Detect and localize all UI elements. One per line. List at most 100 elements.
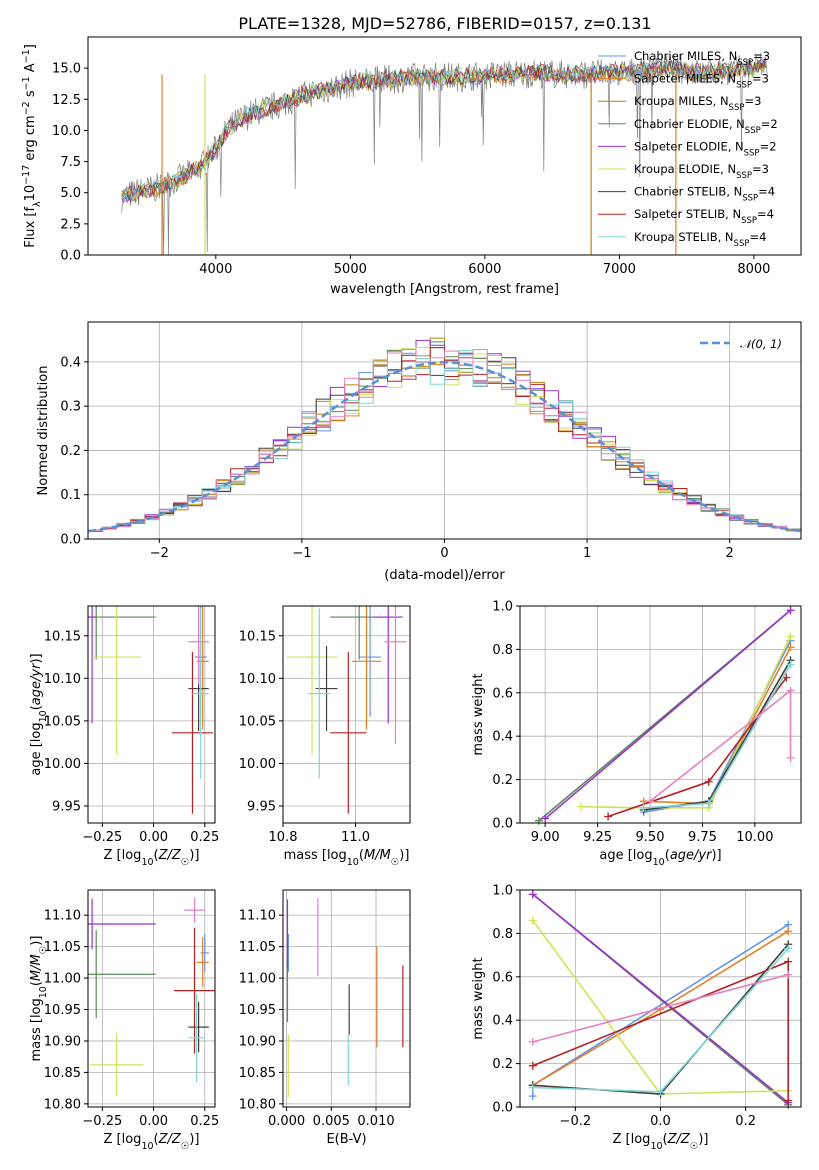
x-tick-label: 10.8 <box>269 830 298 845</box>
label-part: Flux [f <box>23 207 38 248</box>
y-tick-label: 10.10 <box>44 672 81 687</box>
y-axis-label: Flux [fλ10−17 erg cm−2 s−1 A−1] <box>21 44 43 248</box>
label-part: M/M <box>364 848 391 863</box>
weight-marker <box>784 927 793 936</box>
label-part: mass [log <box>284 848 347 863</box>
y-tick-label: 0.4 <box>492 1014 513 1029</box>
weight-marker <box>786 632 795 641</box>
legend-text: =3 <box>753 49 770 63</box>
label-part: −1 <box>21 76 32 90</box>
label-part: mass [log <box>29 998 44 1061</box>
x-tick-label: −1 <box>292 546 311 561</box>
y-tick-label: 1.0 <box>492 884 513 899</box>
label-part: )] <box>711 848 721 863</box>
label-part: )] <box>399 848 409 863</box>
x-tick-label: 6000 <box>468 262 501 277</box>
x-axis-label: Z [log10(Z/Z☉)] <box>104 1132 200 1152</box>
y-axis-label: mass weight <box>471 957 486 1039</box>
legend-text: Chabrier ELODIE, N <box>634 117 745 131</box>
weight-marker <box>786 753 795 762</box>
axes-frame <box>87 605 216 824</box>
legend-subscript: SSP <box>745 126 761 136</box>
weight-marker <box>528 1037 537 1046</box>
legend-text: Salpeter ELODIE, N <box>634 139 744 153</box>
weight-marker <box>786 686 795 695</box>
y-tick-label: 11.10 <box>239 909 276 924</box>
legend-text: Salpeter STELIB, N <box>634 207 741 221</box>
y-tick-label: 9.95 <box>247 799 276 814</box>
y-tick-label: 0.4 <box>492 730 513 745</box>
x-tick-label: 0.25 <box>190 1114 219 1129</box>
weight-line <box>580 636 792 809</box>
x-axis-label: Z [log10(Z/Z☉)] <box>613 1132 709 1152</box>
legend-text: Salpeter MILES, N <box>634 72 736 86</box>
spectrum-panel: 4000 5000 6000 7000 8000 0.0 2.5 5.0 7.5 10.0 12.5… <box>21 36 802 297</box>
label-part: ☉ <box>38 946 49 955</box>
y-tick-label: 11.05 <box>44 940 81 955</box>
label-part: −1 <box>21 49 32 63</box>
x-tick-label: 11.0 <box>341 830 370 845</box>
model-spectrum-line <box>121 57 767 201</box>
legend-text: =4 <box>757 207 774 221</box>
y-tick-label: 0.6 <box>492 970 513 985</box>
legend-entry: Kroupa STELIB, NSSP=4 <box>634 230 766 249</box>
label-part: ( <box>665 848 670 863</box>
x-tick-label: 7000 <box>603 262 636 277</box>
label-part: s <box>23 90 38 101</box>
y-tick-label: 10.05 <box>44 714 81 729</box>
y-tick-label: 10.10 <box>239 672 276 687</box>
y-tick-label: 0.0 <box>492 817 513 832</box>
legend-subscript: SSP <box>737 58 753 68</box>
x-tick-label: −2 <box>150 546 169 561</box>
x-tick-label: 9.00 <box>531 830 560 845</box>
y-tick-label: 0.0 <box>60 533 81 548</box>
x-tick-label: 0.00 <box>139 830 168 845</box>
label-part: 10 <box>347 857 359 868</box>
label-part: )] <box>698 1132 708 1147</box>
y-tick-label: 0.2 <box>60 444 81 459</box>
y-tick-label: 0.0 <box>492 1101 513 1116</box>
weight-vs-age-panel: 9.00 9.25 9.50 9.75 10.00 0.0 0.2 0.4 0.6 0.8 1.0 a… <box>471 600 802 868</box>
x-tick-label: 0.005 <box>313 1114 350 1129</box>
x-tick-label: 9.25 <box>583 830 612 845</box>
age-vs-mass-panel: 10.8 11.0 9.95 10.00 10.05 10.10 10.15 mass [lo… <box>239 605 411 868</box>
residuals-panel: −2 −1 0 1 2 0.0 0.1 0.2 0.3 0.4 (data-model)/error… <box>36 321 802 583</box>
label-part: ☉ <box>181 1141 190 1152</box>
legend-text: Kroupa STELIB, N <box>634 230 734 244</box>
x-tick-label: −0.25 <box>82 830 122 845</box>
label-part: age/yr <box>29 662 44 705</box>
x-axis-label: mass [log10(M/M☉)] <box>284 848 410 868</box>
label-part: Z [log <box>104 1132 142 1147</box>
errorbar-group <box>286 898 404 1098</box>
weight-marker <box>604 812 613 821</box>
weight-marker <box>656 1087 665 1096</box>
x-tick-label: 10.00 <box>736 830 773 845</box>
legend-entry: Salpeter ELODIE, NSSP=2 <box>634 139 777 158</box>
label-part: Z/Z <box>158 848 182 863</box>
legend-text: =4 <box>758 185 775 199</box>
label-part: ( <box>154 1132 159 1147</box>
weight-marker <box>528 1061 537 1070</box>
label-part: ( <box>359 848 364 863</box>
legend-entry: Chabrier STELIB, NSSP=4 <box>634 185 775 204</box>
y-tick-label: 10.90 <box>44 1034 81 1049</box>
x-tick-label: −0.2 <box>560 1114 592 1129</box>
axes-frame <box>282 889 411 1108</box>
weight-vs-z-panel: −0.2 0.0 0.2 0.0 0.2 0.4 0.6 0.8 1.0 Z [log10(Z/Z… <box>471 884 802 1152</box>
label-part: ( <box>29 705 44 710</box>
legend-text: Chabrier STELIB, N <box>634 185 742 199</box>
axes-frame <box>519 605 802 824</box>
y-tick-label: 0.1 <box>60 488 81 503</box>
legend-text: =3 <box>744 94 761 108</box>
legend-text: =3 <box>752 72 769 86</box>
label-part: age [log <box>599 848 652 863</box>
y-tick-label: 9.95 <box>52 799 81 814</box>
x-axis-label: Z [log10(Z/Z☉)] <box>104 848 200 868</box>
x-tick-label: 9.75 <box>688 830 717 845</box>
label-part: ☉ <box>690 1141 699 1152</box>
x-tick-label: 0.25 <box>190 830 219 845</box>
label-part: Z/Z <box>667 1132 691 1147</box>
y-tick-label: 15.0 <box>52 62 81 77</box>
y-tick-label: 11.00 <box>44 972 81 987</box>
